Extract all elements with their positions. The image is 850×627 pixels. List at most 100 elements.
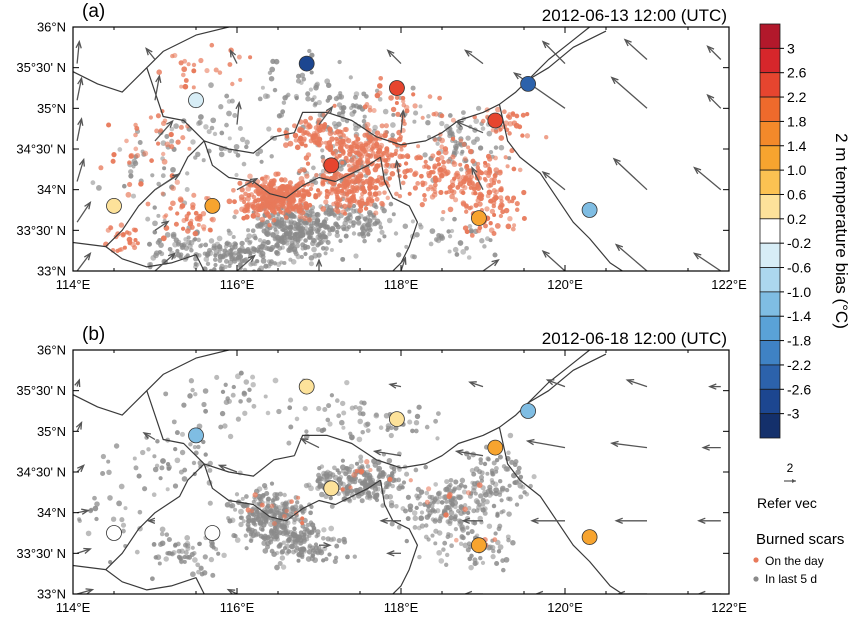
colorbar-tick-label: 1.0 — [787, 162, 807, 178]
wind-vector-head — [463, 590, 473, 594]
panel-label: (a) — [82, 1, 105, 22]
colorbar-tick-label: -2.2 — [787, 357, 811, 373]
station-marker — [487, 112, 504, 129]
wind-vector-head — [616, 590, 626, 594]
wind-vector-head — [708, 383, 717, 390]
wind-vector — [456, 450, 484, 457]
colorbar-swatch — [759, 194, 781, 220]
wind-vector-head — [610, 76, 619, 85]
wind-vector — [76, 588, 93, 594]
wind-vector — [236, 102, 240, 125]
wind-vector-head — [491, 258, 500, 267]
x-tick-label: 116°E — [220, 277, 255, 292]
wind-vector-head — [697, 590, 706, 594]
colorbar-swatch — [759, 72, 781, 98]
scars-on-day-layer — [98, 42, 549, 254]
station-marker — [204, 197, 221, 214]
legend-label-last-5d: In last 5 d — [765, 572, 817, 586]
wind-vector — [395, 161, 402, 190]
wind-vector — [527, 440, 566, 449]
station-marker — [470, 210, 487, 227]
wind-vector — [76, 159, 85, 182]
wind-vector-head — [706, 45, 715, 54]
wind-vector-head — [394, 159, 401, 169]
wind-vector-head — [614, 243, 624, 252]
station-marker — [106, 197, 122, 214]
wind-vector-head — [541, 40, 550, 49]
colorbar-swatch — [759, 388, 781, 415]
scars-on-day-layer — [245, 459, 498, 549]
wind-vector — [542, 41, 566, 65]
colorbar-tick-label: -0.6 — [787, 260, 811, 276]
wind-vector-head — [530, 517, 539, 525]
wind-vector-head — [77, 76, 84, 86]
wind-vector-head — [83, 547, 92, 554]
wind-vector — [236, 178, 258, 191]
wind-vector — [542, 250, 566, 271]
wind-vector-head — [379, 517, 388, 525]
station-marker — [388, 80, 405, 96]
x-tick-label: 116°E — [220, 600, 255, 615]
colorbar-swatch — [759, 242, 781, 268]
x-tick-label: 114°E — [56, 600, 91, 615]
colorbar-tick-label: 1.8 — [787, 113, 807, 129]
legend-swatch-on-day — [753, 557, 759, 563]
wind-vector — [400, 110, 404, 133]
colorbar-swatch — [759, 47, 781, 74]
wind-vector — [542, 171, 566, 191]
wind-vector-head — [692, 252, 702, 260]
x-tick-label: 114°E — [56, 277, 91, 292]
y-tick-label: 34°30' N — [16, 465, 66, 480]
colorbar-swatch — [759, 315, 781, 341]
wind-vector — [387, 49, 402, 65]
station-marker — [323, 480, 340, 497]
colorbar-tick-label: -0.2 — [787, 235, 811, 251]
wind-vector — [469, 381, 484, 388]
panel-timestamp: 2012-06-18 12:00 (UTC) — [542, 329, 727, 348]
y-tick-label: 33°N — [37, 587, 66, 602]
x-tick-label: 120°E — [547, 600, 583, 615]
colorbar-tick-label: -3 — [787, 406, 800, 422]
wind-vector-head — [299, 438, 309, 445]
colorbar-title: 2 m temperature bias (°C) — [832, 133, 850, 329]
station-marker — [520, 76, 536, 92]
wind-vector-head — [74, 378, 81, 388]
wind-vector — [318, 106, 333, 125]
station-marker — [298, 378, 315, 395]
wind-vector-head — [166, 119, 174, 128]
wind-vector — [145, 48, 156, 60]
y-tick-label: 34°N — [37, 182, 66, 197]
wind-vector-head — [155, 74, 162, 83]
station-marker — [581, 202, 598, 218]
wind-vector — [694, 252, 722, 271]
wind-vector — [301, 438, 320, 449]
axis-ticks: 114°E 116°E 118°E 120°E 122°E 33°N 33°30' N 34°… — [16, 343, 747, 616]
colorbar-swatch — [759, 23, 781, 49]
colorbar-tick-label: 0.2 — [787, 211, 807, 227]
wind-vector-head — [85, 588, 95, 594]
colorbar-tick-label: -1.0 — [787, 284, 811, 300]
province-borders — [73, 350, 623, 594]
wind-vector-head — [614, 517, 623, 525]
wind-vector — [374, 450, 402, 457]
province-borders — [73, 27, 623, 271]
wind-vector — [219, 464, 238, 473]
vector-legend-label: Refer vec — [757, 495, 817, 511]
wind-vector-head — [247, 254, 256, 263]
colorbar-tick-label: 0.6 — [787, 186, 807, 202]
wind-vector-head — [217, 464, 227, 471]
wind-vector — [400, 257, 407, 271]
wind-vector — [236, 255, 256, 271]
colorbar-tick-label: -1.4 — [787, 308, 811, 324]
wind-vector — [707, 94, 722, 109]
wind-vector-head — [167, 252, 177, 260]
wind-vector-head — [399, 108, 406, 118]
station-marker — [470, 537, 487, 554]
wind-vector — [611, 77, 648, 109]
colorbar-tick-label: 1.4 — [787, 138, 807, 154]
legend-swatch-last-5d — [753, 576, 759, 582]
station-marker — [388, 411, 405, 428]
wind-vector-head — [545, 379, 555, 386]
colorbar-tick-label: 2.2 — [787, 89, 807, 105]
